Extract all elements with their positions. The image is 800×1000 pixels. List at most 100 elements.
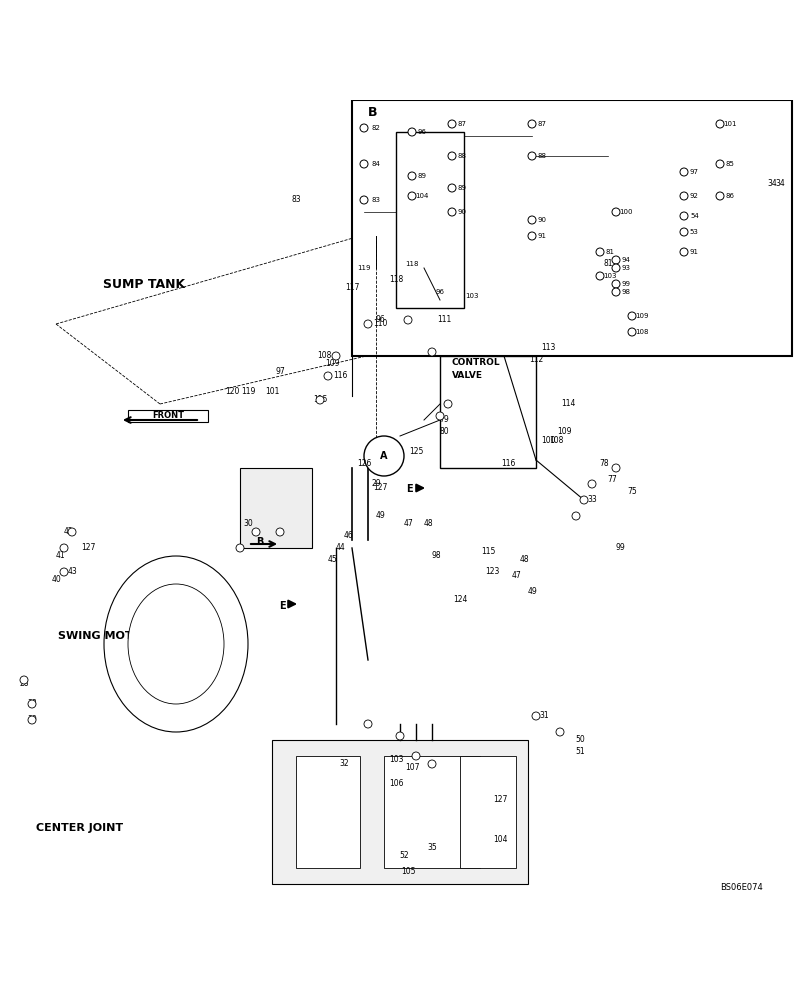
Circle shape — [528, 216, 536, 224]
Circle shape — [528, 152, 536, 160]
Text: 124: 124 — [453, 595, 467, 604]
Text: 127: 127 — [373, 484, 387, 492]
Text: 87: 87 — [458, 121, 467, 127]
Text: 115: 115 — [313, 395, 327, 404]
Circle shape — [528, 120, 536, 128]
Text: 49: 49 — [527, 587, 537, 596]
Text: A: A — [380, 451, 388, 461]
Text: 28: 28 — [19, 680, 29, 688]
Circle shape — [680, 228, 688, 236]
Text: 89: 89 — [458, 185, 467, 191]
Text: 93: 93 — [622, 265, 631, 271]
Circle shape — [596, 272, 604, 280]
Text: 108: 108 — [317, 352, 331, 360]
Circle shape — [680, 168, 688, 176]
Text: 86: 86 — [726, 193, 735, 199]
Text: 88: 88 — [538, 153, 547, 159]
Circle shape — [680, 192, 688, 200]
Circle shape — [612, 256, 620, 264]
Ellipse shape — [104, 556, 248, 732]
Circle shape — [68, 528, 76, 536]
Circle shape — [612, 280, 620, 288]
Text: 112: 112 — [529, 356, 543, 364]
Circle shape — [612, 464, 620, 472]
Text: 105: 105 — [401, 868, 415, 876]
Text: 118: 118 — [389, 275, 403, 284]
Circle shape — [360, 160, 368, 168]
Circle shape — [404, 316, 412, 324]
Text: 34: 34 — [775, 180, 785, 188]
Bar — [272, 740, 528, 884]
Text: 52: 52 — [399, 852, 409, 860]
Bar — [396, 132, 464, 308]
Text: E: E — [406, 484, 413, 494]
Text: 43: 43 — [67, 568, 77, 576]
Text: 42: 42 — [63, 528, 73, 536]
Text: 40: 40 — [51, 576, 61, 584]
Text: 99: 99 — [615, 544, 625, 552]
Circle shape — [20, 676, 28, 684]
Bar — [352, 100, 792, 356]
Text: 98: 98 — [622, 289, 631, 295]
Text: 29: 29 — [371, 480, 381, 488]
Text: 104: 104 — [493, 836, 507, 844]
Text: 41: 41 — [55, 552, 65, 560]
Circle shape — [716, 160, 724, 168]
Ellipse shape — [128, 584, 224, 704]
Circle shape — [628, 328, 636, 336]
Bar — [440, 356, 536, 468]
Text: 32: 32 — [339, 760, 349, 768]
Text: 85: 85 — [726, 161, 735, 167]
Text: 77: 77 — [607, 476, 617, 485]
Text: 51: 51 — [575, 748, 585, 757]
Text: BS06E074: BS06E074 — [720, 884, 762, 893]
Text: 45: 45 — [327, 556, 337, 564]
Text: 98: 98 — [431, 552, 441, 560]
Text: 96: 96 — [435, 289, 445, 295]
Circle shape — [236, 544, 244, 552]
Text: 91: 91 — [538, 233, 547, 239]
Circle shape — [716, 120, 724, 128]
Circle shape — [532, 712, 540, 720]
Circle shape — [612, 264, 620, 272]
Text: 103: 103 — [466, 293, 478, 299]
Circle shape — [448, 152, 456, 160]
Circle shape — [528, 232, 536, 240]
Bar — [296, 756, 360, 868]
Text: 46: 46 — [343, 532, 353, 540]
Text: 123: 123 — [485, 568, 499, 576]
Circle shape — [316, 396, 324, 404]
Text: 108: 108 — [636, 329, 649, 335]
Circle shape — [716, 192, 724, 200]
Text: 104: 104 — [415, 193, 428, 199]
Circle shape — [28, 716, 36, 724]
Circle shape — [612, 208, 620, 216]
Text: 30: 30 — [243, 520, 253, 528]
Circle shape — [612, 288, 620, 296]
Text: 83: 83 — [371, 197, 381, 203]
Text: 53: 53 — [690, 229, 699, 235]
Circle shape — [252, 528, 260, 536]
Circle shape — [572, 512, 580, 520]
Text: VALVE: VALVE — [452, 371, 483, 380]
Text: 126: 126 — [357, 460, 371, 468]
Circle shape — [596, 248, 604, 256]
Circle shape — [556, 728, 564, 736]
Text: 48: 48 — [423, 520, 433, 528]
Text: 96: 96 — [375, 316, 385, 324]
Circle shape — [364, 436, 404, 476]
Text: 87: 87 — [538, 121, 547, 127]
Circle shape — [276, 528, 284, 536]
Text: 116: 116 — [333, 371, 347, 380]
Text: 119: 119 — [358, 265, 370, 271]
Text: 80: 80 — [439, 428, 449, 436]
Text: CONTROL: CONTROL — [452, 358, 501, 367]
Circle shape — [360, 124, 368, 132]
Text: CENTER JOINT: CENTER JOINT — [37, 823, 123, 833]
Text: 49: 49 — [375, 512, 385, 520]
Text: 90: 90 — [458, 209, 467, 215]
Text: 101: 101 — [724, 121, 737, 127]
Text: 107: 107 — [405, 764, 419, 772]
Circle shape — [408, 128, 416, 136]
Bar — [240, 468, 312, 548]
